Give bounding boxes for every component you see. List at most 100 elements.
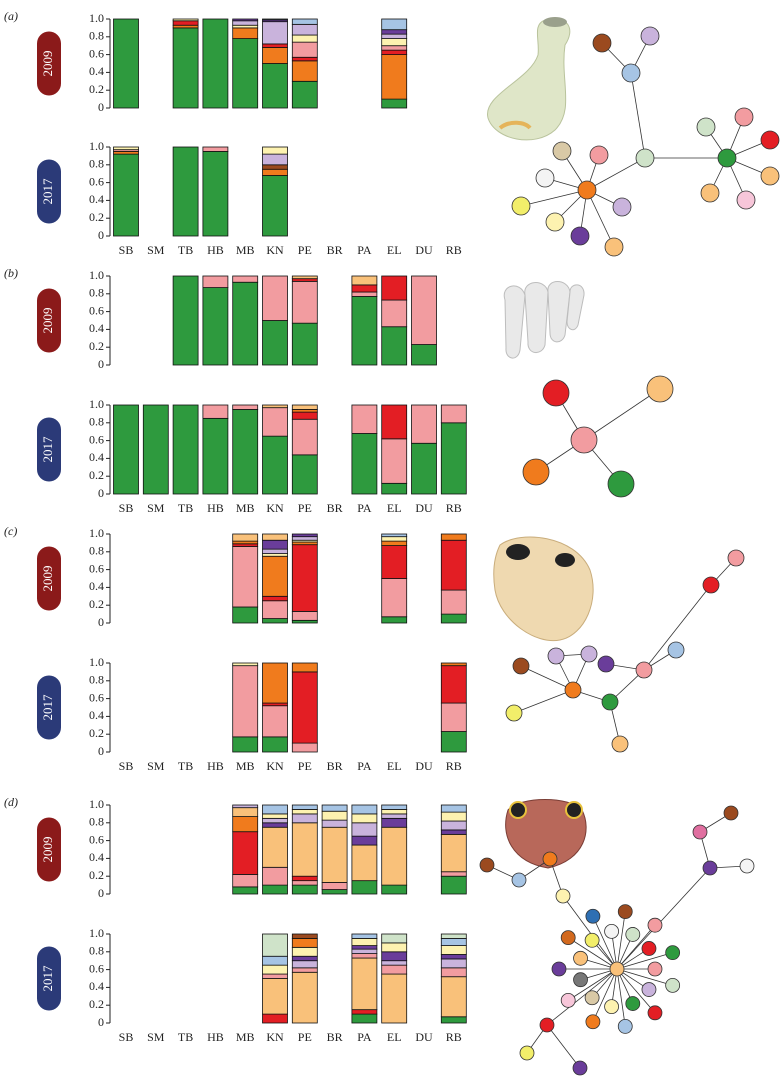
bar-segment <box>172 275 199 366</box>
x-tick-label: PA <box>357 501 372 515</box>
bar-segment <box>291 536 318 541</box>
x-tick-label: PE <box>298 501 312 515</box>
network-edge <box>586 157 646 191</box>
y-tick-label: 0.8 <box>89 29 104 43</box>
bar-segment <box>440 1016 467 1024</box>
bar-segment <box>262 407 288 437</box>
bar-segment <box>351 404 378 434</box>
bar-segment <box>232 606 259 624</box>
illustration-c <box>493 536 594 642</box>
y-tick-label: 1.0 <box>89 526 104 540</box>
x-tick-label: SM <box>147 1030 165 1044</box>
bar-segment <box>232 18 259 22</box>
haplotype-node <box>646 375 674 403</box>
x-tick-label: DU <box>415 501 433 515</box>
network-edge <box>616 968 626 1027</box>
haplotype-node <box>585 908 601 924</box>
bar-segment <box>291 56 318 62</box>
y-tick-label: 0 <box>98 1015 104 1029</box>
bar-segment <box>351 835 378 846</box>
year-label: 2009 <box>40 837 55 863</box>
network-edge <box>616 911 626 970</box>
bar-segment <box>440 589 467 615</box>
bar-segment <box>440 613 467 624</box>
y-tick-label: 0.4 <box>89 192 104 206</box>
x-tick-label: HB <box>207 243 224 257</box>
network-edge <box>616 968 656 1014</box>
y-tick-label: 0.6 <box>89 561 104 575</box>
bar-segment <box>172 24 199 29</box>
x-tick-label: BR <box>327 501 343 515</box>
bar-segment <box>262 146 288 155</box>
bar-segment <box>232 543 259 547</box>
y-tick-label: 0.8 <box>89 673 104 687</box>
bar-segment <box>142 404 169 495</box>
bar-segment <box>232 540 259 545</box>
haplotype-node <box>539 1017 555 1033</box>
x-tick-label: MB <box>236 1030 255 1044</box>
bar-segment <box>291 619 318 624</box>
x-tick-label: SM <box>147 759 165 773</box>
year-label: 2017 <box>40 694 55 721</box>
bar-segment <box>202 287 229 366</box>
x-tick-label: PE <box>298 243 312 257</box>
x-tick-label: EL <box>387 501 402 515</box>
bar-segment <box>262 555 288 597</box>
bar-segment <box>262 168 288 176</box>
bar-segment <box>440 665 467 704</box>
bar-segment <box>232 281 259 366</box>
y-tick-label: 0.6 <box>89 961 104 975</box>
bar-segment <box>291 960 318 969</box>
bar-segment <box>262 320 288 366</box>
haplotype-node <box>535 168 555 188</box>
y-tick-label: 0.2 <box>89 339 104 353</box>
haplotype-node <box>723 805 739 821</box>
bar-segment <box>232 816 259 833</box>
haplotype-node <box>625 927 641 942</box>
haplotype-node <box>505 704 523 722</box>
bar-segment <box>202 404 229 419</box>
haplotype-node <box>667 641 685 659</box>
haplotype-node <box>617 904 633 919</box>
x-tick-label: PE <box>298 1030 312 1044</box>
haplotype-node <box>573 972 588 988</box>
y-tick-label: 1.0 <box>89 11 104 25</box>
year-label: 2017 <box>40 965 55 992</box>
network-edge <box>546 968 618 1026</box>
bar-segment <box>411 275 437 345</box>
bar-segment <box>351 284 378 293</box>
bar-segment <box>291 409 318 413</box>
haplotype-node <box>601 693 619 711</box>
y-tick-label: 0.2 <box>89 597 104 611</box>
bar-segment <box>381 536 408 542</box>
haplotype-node <box>760 166 780 186</box>
haplotype-node <box>625 996 641 1011</box>
bar-segment <box>381 45 408 51</box>
y-tick-label: 1.0 <box>89 397 104 411</box>
bar-segment <box>262 955 288 966</box>
bar-segment <box>291 742 318 753</box>
bar-segment <box>291 322 318 366</box>
y-tick-label: 0.8 <box>89 544 104 558</box>
year-label: 2009 <box>40 308 55 334</box>
network-edge <box>562 895 618 970</box>
bar-segment <box>262 539 288 550</box>
y-tick-label: 0.4 <box>89 64 104 78</box>
network-edge <box>616 968 673 986</box>
bar-segment <box>381 817 408 828</box>
network-edge <box>616 867 711 970</box>
bar-segment <box>262 866 288 886</box>
bar-segment <box>232 886 259 895</box>
haplotype-node <box>511 872 527 888</box>
network-edge <box>513 689 574 714</box>
bar-segment <box>262 973 288 979</box>
bar-segment <box>232 409 259 495</box>
bar-segment <box>351 804 378 815</box>
bar-segment <box>232 24 259 29</box>
bar-segment <box>262 275 288 321</box>
x-tick-label: RB <box>446 759 462 773</box>
y-tick-label: 0.4 <box>89 708 104 722</box>
bar-segment <box>291 275 318 280</box>
bar-segment <box>381 533 408 538</box>
haplotype-node <box>573 950 588 966</box>
